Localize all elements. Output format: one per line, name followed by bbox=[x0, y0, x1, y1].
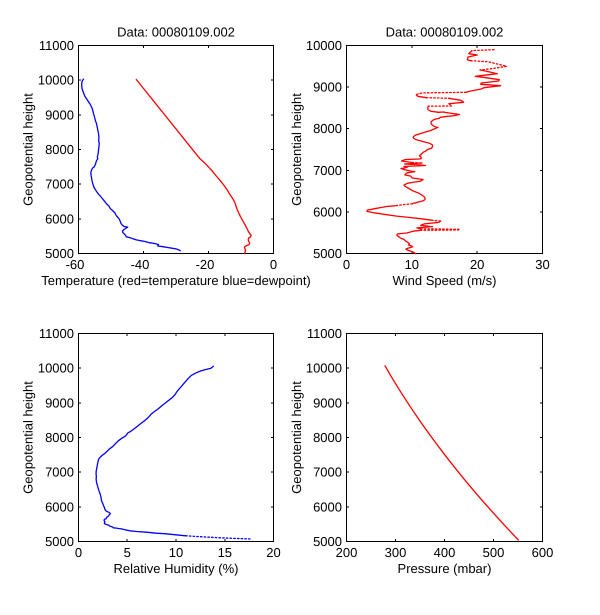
svg-text:600: 600 bbox=[532, 545, 554, 560]
svg-text:8000: 8000 bbox=[313, 121, 342, 136]
svg-text:11000: 11000 bbox=[39, 326, 74, 341]
svg-text:Temperature (red=temperature b: Temperature (red=temperature blue=dewpoi… bbox=[41, 273, 311, 288]
svg-text:7000: 7000 bbox=[313, 465, 342, 480]
svg-text:Geopotential height: Geopotential height bbox=[21, 381, 36, 494]
svg-text:500: 500 bbox=[483, 545, 505, 560]
svg-text:30: 30 bbox=[535, 257, 549, 272]
svg-text:-20: -20 bbox=[196, 257, 215, 272]
svg-text:0: 0 bbox=[75, 545, 82, 560]
svg-text:10000: 10000 bbox=[38, 361, 74, 376]
svg-text:Data: 00080109.002: Data: 00080109.002 bbox=[386, 25, 504, 40]
svg-text:Geopotential height: Geopotential height bbox=[289, 93, 304, 206]
svg-text:Wind Speed (m/s): Wind Speed (m/s) bbox=[392, 273, 496, 288]
svg-text:5000: 5000 bbox=[313, 246, 342, 261]
svg-text:6000: 6000 bbox=[45, 499, 74, 514]
svg-text:7000: 7000 bbox=[45, 177, 74, 192]
svg-text:0: 0 bbox=[343, 257, 350, 272]
svg-text:10000: 10000 bbox=[306, 38, 342, 53]
svg-text:7000: 7000 bbox=[45, 465, 74, 480]
svg-text:9000: 9000 bbox=[313, 395, 342, 410]
svg-text:9000: 9000 bbox=[45, 107, 74, 122]
svg-text:Pressure (mbar): Pressure (mbar) bbox=[398, 561, 492, 576]
svg-text:6000: 6000 bbox=[313, 204, 342, 219]
svg-text:15: 15 bbox=[218, 545, 232, 560]
svg-text:-60: -60 bbox=[66, 257, 85, 272]
svg-text:20: 20 bbox=[266, 545, 280, 560]
svg-text:6000: 6000 bbox=[313, 499, 342, 514]
svg-text:8000: 8000 bbox=[45, 430, 74, 445]
svg-text:9000: 9000 bbox=[313, 80, 342, 95]
svg-text:400: 400 bbox=[434, 545, 456, 560]
svg-text:10000: 10000 bbox=[306, 361, 342, 376]
svg-text:10000: 10000 bbox=[38, 73, 74, 88]
svg-text:0: 0 bbox=[270, 257, 277, 272]
svg-text:9000: 9000 bbox=[45, 395, 74, 410]
svg-text:300: 300 bbox=[385, 545, 407, 560]
svg-text:Data: 00080109.002: Data: 00080109.002 bbox=[117, 25, 235, 40]
svg-text:10: 10 bbox=[169, 545, 183, 560]
svg-text:Relative Humidity (%): Relative Humidity (%) bbox=[114, 561, 239, 576]
svg-text:7000: 7000 bbox=[313, 163, 342, 178]
svg-text:5000: 5000 bbox=[45, 246, 74, 261]
svg-text:6000: 6000 bbox=[45, 211, 74, 226]
svg-text:200: 200 bbox=[336, 545, 358, 560]
svg-text:11000: 11000 bbox=[39, 38, 74, 53]
svg-text:-40: -40 bbox=[131, 257, 150, 272]
svg-text:11000: 11000 bbox=[307, 326, 342, 341]
svg-text:Geopotential height: Geopotential height bbox=[289, 381, 304, 494]
svg-text:5000: 5000 bbox=[45, 534, 74, 549]
svg-text:Geopotential height: Geopotential height bbox=[21, 93, 36, 206]
svg-text:5000: 5000 bbox=[313, 534, 342, 549]
svg-text:10: 10 bbox=[405, 257, 419, 272]
svg-text:8000: 8000 bbox=[45, 142, 74, 157]
svg-text:5: 5 bbox=[124, 545, 131, 560]
svg-text:20: 20 bbox=[470, 257, 484, 272]
svg-text:8000: 8000 bbox=[313, 430, 342, 445]
